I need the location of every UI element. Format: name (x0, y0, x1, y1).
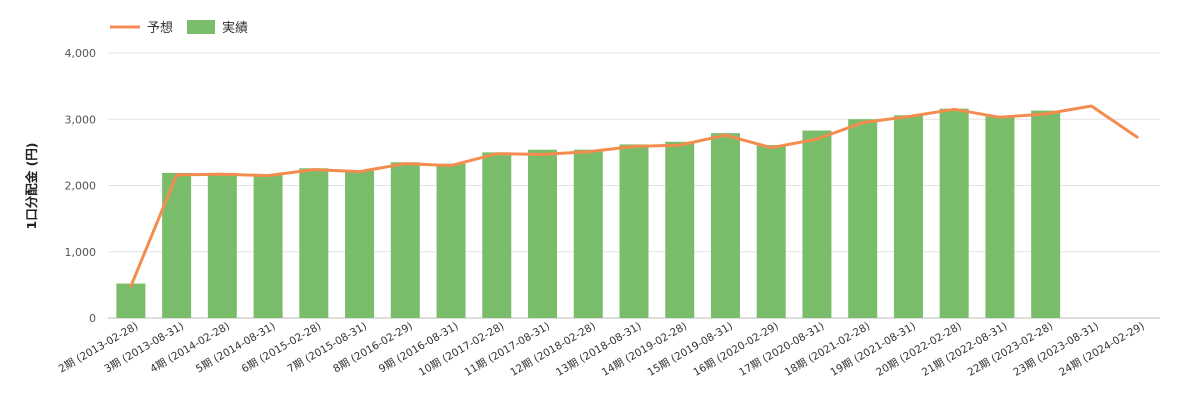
y-tick-label: 3,000 (65, 113, 97, 126)
bar (253, 174, 283, 318)
bar-series (116, 108, 1061, 319)
bar (756, 145, 786, 318)
bar (665, 141, 695, 318)
bar (573, 149, 603, 318)
bar (1031, 110, 1061, 318)
x-tick-label: 13期 (2018-08-31) (554, 320, 644, 379)
bar (619, 144, 649, 318)
x-tick-label: 15期 (2019-08-31) (645, 320, 735, 379)
bar (802, 130, 832, 318)
x-tick-label: 11期 (2017-08-31) (463, 320, 553, 379)
y-tick-label: 0 (89, 312, 96, 325)
x-tick-label: 16期 (2020-02-29) (691, 320, 781, 379)
bar (528, 149, 558, 318)
bar (436, 163, 466, 318)
line-series (129, 104, 1139, 288)
legend-label-actual: 実績 (222, 20, 248, 36)
y-tick-label: 4,000 (65, 47, 97, 60)
legend-label-forecast: 予想 (147, 20, 173, 36)
x-tick-label: 18期 (2021-02-28) (783, 320, 873, 379)
x-tick-label: 14期 (2019-02-28) (600, 320, 690, 379)
x-tick-label: 24期 (2024-02-29) (1057, 320, 1147, 379)
x-tick-label: 17期 (2020-08-31) (737, 320, 827, 379)
bar (390, 162, 420, 318)
bar (482, 152, 512, 318)
x-tick-label: 20期 (2022-02-28) (874, 320, 964, 379)
x-tick-label: 8期 (2016-02-29) (331, 320, 415, 375)
bar (162, 172, 192, 318)
y-tick-label: 2,000 (65, 180, 97, 193)
x-tick-label: 6期 (2015-02-28) (240, 320, 324, 375)
x-tick-label: 4期 (2014-02-28) (148, 320, 232, 375)
legend: 予想 実績 (110, 20, 248, 36)
x-tick-label: 2期 (2013-02-28) (57, 320, 141, 375)
bar (345, 170, 375, 318)
x-axis-ticks: 2期 (2013-02-28)3期 (2013-08-31)4期 (2014-0… (57, 320, 1147, 379)
y-axis-title: 1口分配金 (円) (24, 143, 39, 230)
x-tick-label: 5期 (2014-08-31) (194, 320, 278, 375)
bar (939, 108, 969, 319)
bar (299, 168, 329, 318)
bar (893, 115, 923, 319)
x-tick-label: 12期 (2018-02-28) (508, 320, 598, 379)
x-tick-label: 10期 (2017-02-28) (417, 320, 507, 379)
bar (207, 172, 237, 318)
bar (710, 133, 740, 318)
x-tick-label: 19期 (2021-08-31) (828, 320, 918, 379)
x-tick-label: 22期 (2023-02-28) (966, 320, 1056, 379)
y-tick-label: 1,000 (65, 246, 97, 259)
x-tick-label: 7期 (2015-08-31) (285, 320, 369, 375)
x-tick-label: 21期 (2022-08-31) (920, 320, 1010, 379)
bar (848, 119, 878, 318)
x-tick-label: 3期 (2013-08-31) (102, 320, 186, 375)
bar (985, 116, 1015, 318)
bar (116, 283, 146, 318)
legend-bar-swatch (187, 20, 215, 34)
x-tick-label: 23期 (2023-08-31) (1011, 320, 1101, 379)
y-axis-ticks: 0 1,000 2,000 3,000 4,000 (65, 47, 97, 325)
